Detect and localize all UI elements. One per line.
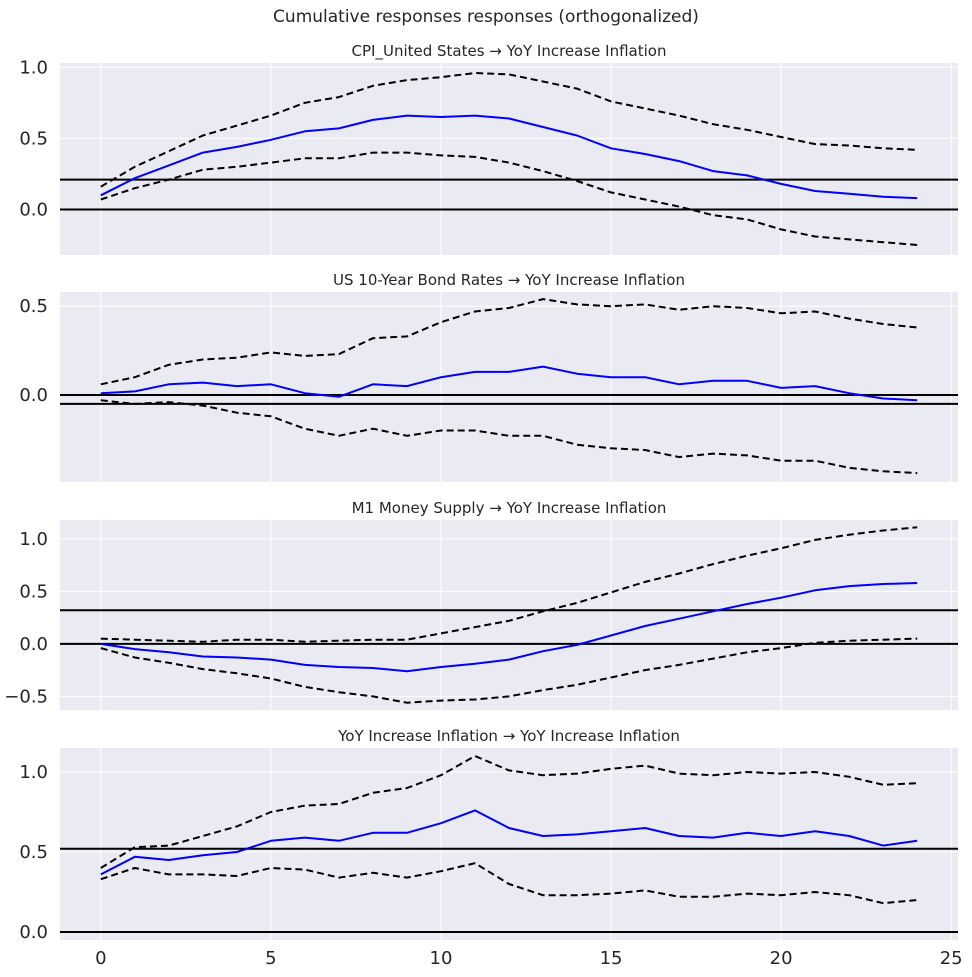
figure-title: Cumulative responses responses (orthogon… bbox=[273, 7, 699, 27]
lower-error-band bbox=[100, 399, 918, 475]
panel-2-title: US 10-Year Bond Rates → YoY Increase Inf… bbox=[333, 271, 685, 289]
response-line bbox=[100, 365, 918, 402]
y-tick-label: 0.5 bbox=[19, 296, 48, 317]
x-tick-label: 0 bbox=[95, 948, 106, 969]
response-line bbox=[100, 809, 918, 876]
x-tick-label: 15 bbox=[600, 948, 623, 969]
panel-3-background bbox=[60, 520, 958, 710]
response-line bbox=[100, 582, 918, 673]
y-tick-label: 1.0 bbox=[19, 57, 48, 78]
x-tick-label: 5 bbox=[265, 948, 276, 969]
y-tick-label: 1.0 bbox=[19, 529, 48, 550]
y-tick-label: 0.0 bbox=[19, 634, 48, 655]
panel-3-title: M1 Money Supply → YoY Increase Inflation bbox=[352, 499, 667, 517]
panel-4-title: YoY Increase Inflation → YoY Increase In… bbox=[337, 727, 680, 745]
y-tick-label: 0.0 bbox=[19, 922, 48, 943]
response-line bbox=[100, 114, 918, 200]
x-tick-label: 25 bbox=[940, 948, 963, 969]
x-tick-label: 10 bbox=[430, 948, 453, 969]
panel-1-title: CPI_United States → YoY Increase Inflati… bbox=[352, 42, 667, 61]
y-tick-label: 0.0 bbox=[19, 199, 48, 220]
y-tick-label: −0.5 bbox=[4, 686, 48, 707]
panel-4-background bbox=[60, 748, 958, 940]
upper-error-band bbox=[100, 298, 918, 386]
lower-error-band bbox=[100, 151, 918, 246]
y-tick-label: 0.5 bbox=[19, 581, 48, 602]
lower-error-band bbox=[100, 637, 918, 704]
lower-error-band bbox=[100, 862, 918, 905]
y-tick-label: 0.5 bbox=[19, 842, 48, 863]
upper-error-band bbox=[100, 526, 918, 643]
y-tick-label: 0.5 bbox=[19, 128, 48, 149]
panel-1-background bbox=[60, 63, 958, 255]
upper-error-band bbox=[100, 72, 918, 188]
y-tick-label: 0.0 bbox=[19, 385, 48, 406]
x-tick-label: 20 bbox=[770, 948, 793, 969]
y-tick-label: 1.0 bbox=[19, 762, 48, 783]
upper-error-band bbox=[100, 755, 918, 869]
